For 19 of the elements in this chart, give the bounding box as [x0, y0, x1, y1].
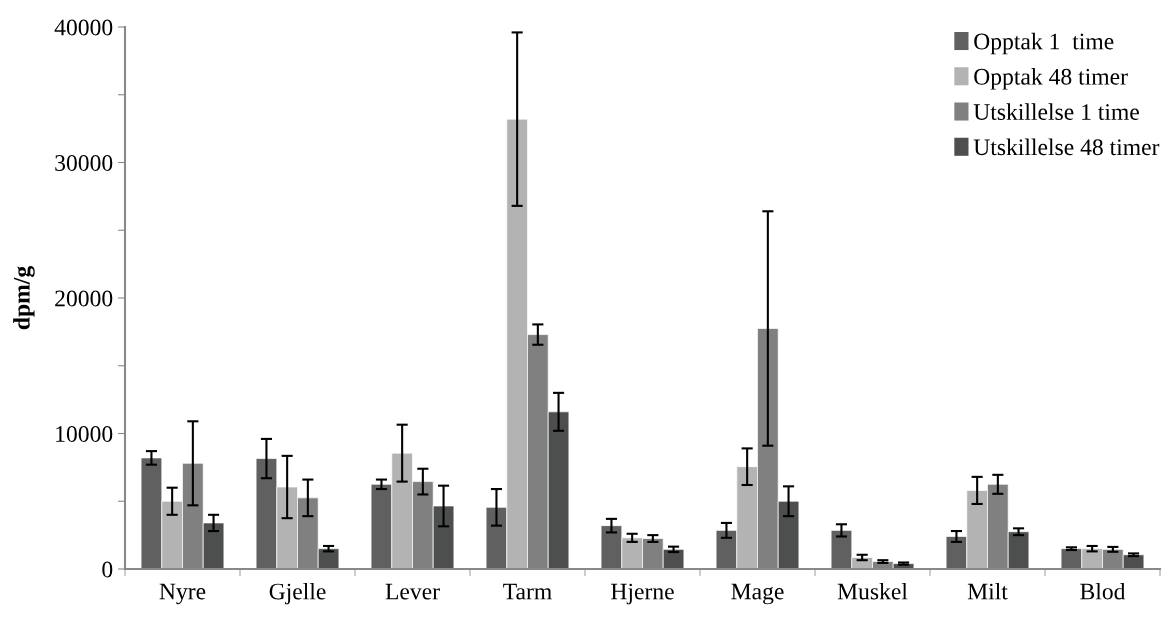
legend-label: Opptak 48 timer — [974, 68, 1128, 90]
legend-label: Opptak 1 time — [974, 32, 1114, 55]
x-tick-label: Hjerne — [611, 583, 674, 605]
x-tick-label: Muskel — [837, 582, 908, 600]
x-tick-label: Tarm — [503, 583, 552, 600]
x-tick-label: Lever — [385, 583, 440, 600]
legend-label: Utskillelse 1 time — [973, 103, 1139, 120]
y-tick-label: 30000 — [55, 154, 113, 171]
x-tick-label: Milt — [967, 582, 1008, 600]
y-tick-label: 20000 — [55, 290, 113, 307]
y-axis-title: dpm/g — [13, 266, 35, 330]
y-tick-label: 40000 — [54, 19, 113, 36]
y-tick-label: 10000 — [56, 425, 113, 442]
x-tick-label: Blod — [1080, 582, 1126, 600]
x-tick-label: Mage — [731, 583, 784, 605]
x-tick-label: Nyre — [159, 583, 206, 605]
x-tick-label: Gjelle — [269, 582, 326, 605]
y-tick-label: 0 — [102, 561, 113, 578]
legend-label: Utskillelse 48 timer — [973, 138, 1160, 156]
